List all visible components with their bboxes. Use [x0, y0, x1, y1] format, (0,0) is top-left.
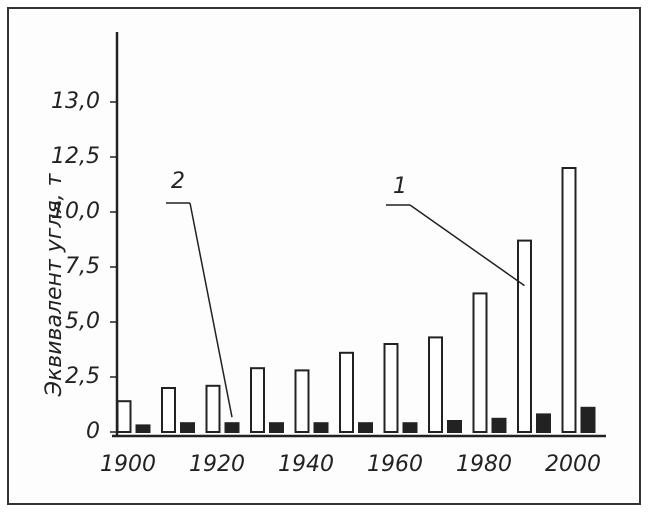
x-tick-label: 1940 [278, 452, 334, 477]
x-tick-label: 1960 [367, 452, 423, 477]
y-tick-label: 12,5 [51, 144, 100, 169]
y-tick-label: 5,0 [65, 309, 100, 334]
bar [224, 422, 240, 434]
y-tick-label: 0 [86, 419, 100, 444]
x-tick-label: 1980 [456, 452, 512, 477]
series-label: 1 [393, 174, 407, 199]
bar [135, 424, 151, 433]
bar [161, 387, 176, 433]
series-label: 2 [171, 169, 185, 194]
bar [536, 413, 551, 433]
frame [7, 7, 641, 505]
bar [250, 367, 265, 434]
bar [205, 384, 221, 433]
y-tick-label: 7,5 [65, 254, 100, 279]
x-tick-label: 1920 [189, 452, 245, 477]
y-tick-label: 10,0 [51, 199, 100, 224]
bar [339, 351, 354, 433]
callout [189, 202, 233, 418]
bar [561, 167, 577, 433]
bar [358, 422, 373, 434]
bar [447, 420, 462, 433]
y-tick-label: 2,5 [65, 364, 100, 389]
bar [383, 343, 399, 433]
y-tick-label: 13,0 [51, 89, 100, 114]
x-tick-label: 2000 [545, 452, 601, 477]
bar [491, 417, 507, 433]
y-axis-label: Эквивалент угля, т [42, 172, 67, 397]
bar [269, 422, 284, 434]
bar [472, 292, 488, 433]
bar [428, 336, 443, 433]
bar [294, 369, 310, 433]
callout [409, 204, 525, 287]
bar [402, 422, 418, 434]
bar [313, 422, 329, 434]
bar [517, 239, 532, 433]
bar [580, 406, 596, 433]
bar [180, 422, 195, 434]
x-tick-label: 1900 [100, 452, 156, 477]
bar [116, 400, 132, 434]
